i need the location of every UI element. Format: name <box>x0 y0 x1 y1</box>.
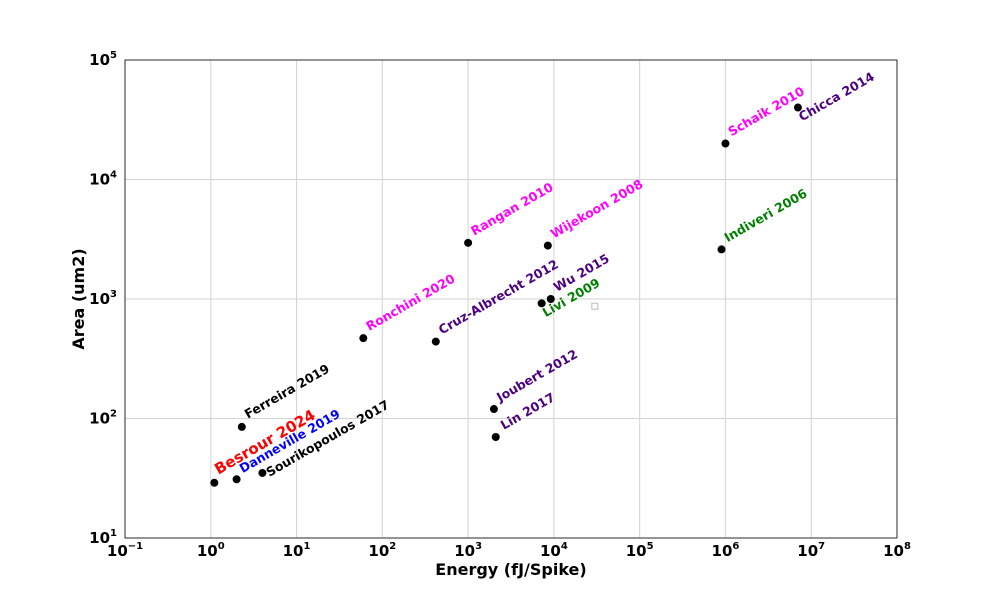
x-tick-label: 108 <box>883 541 911 560</box>
point-label: Indiveri 2006 <box>722 185 810 245</box>
x-tick-label: 103 <box>454 541 482 560</box>
y-tick-label: 103 <box>89 289 117 308</box>
data-point <box>717 245 726 254</box>
point-label: Wijekoon 2008 <box>548 176 646 241</box>
x-tick-label: 105 <box>626 541 654 560</box>
x-tick-label: 107 <box>797 541 825 560</box>
data-point <box>210 478 219 487</box>
data-point <box>491 433 500 442</box>
x-tick-label: 106 <box>712 541 740 560</box>
y-axis-ticks: 101 102 103 104 105 <box>89 50 117 547</box>
y-tick-label: 102 <box>89 409 117 428</box>
x-tick-label: 10−1 <box>107 541 143 560</box>
x-tick-label: 101 <box>283 541 311 560</box>
plot-frame <box>124 59 898 539</box>
data-point <box>431 337 440 346</box>
y-tick-label: 104 <box>89 170 117 189</box>
point-label: Ferreira 2019 <box>242 361 332 422</box>
data-point <box>359 334 368 343</box>
data-point <box>793 103 802 112</box>
x-axis-ticks: 10−1 100 101 102 103 104 105 106 107 108 <box>107 541 911 560</box>
y-tick-label: 105 <box>89 50 117 69</box>
y-tick-label: 101 <box>89 528 117 547</box>
point-label: Chicca 2014 <box>796 69 877 125</box>
data-point <box>543 241 552 250</box>
data-point <box>537 299 546 308</box>
data-point <box>546 295 555 303</box>
hollow-marker <box>591 302 599 310</box>
point-label: Rangan 2010 <box>468 179 556 238</box>
x-tick-label: 102 <box>368 541 396 560</box>
data-point <box>232 475 241 484</box>
point-label: Cruz-Albrecht 2012 <box>436 256 561 337</box>
data-point <box>258 468 267 477</box>
data-point <box>237 422 246 431</box>
x-tick-label: 100 <box>197 541 225 560</box>
x-axis-label: Energy (fJ/Spike) <box>435 560 586 579</box>
data-point <box>721 139 730 148</box>
data-point <box>464 238 473 247</box>
y-axis-label: Area (um2) <box>69 248 88 349</box>
x-tick-label: 104 <box>540 541 568 560</box>
data-point <box>489 405 498 414</box>
data-points <box>210 103 802 487</box>
